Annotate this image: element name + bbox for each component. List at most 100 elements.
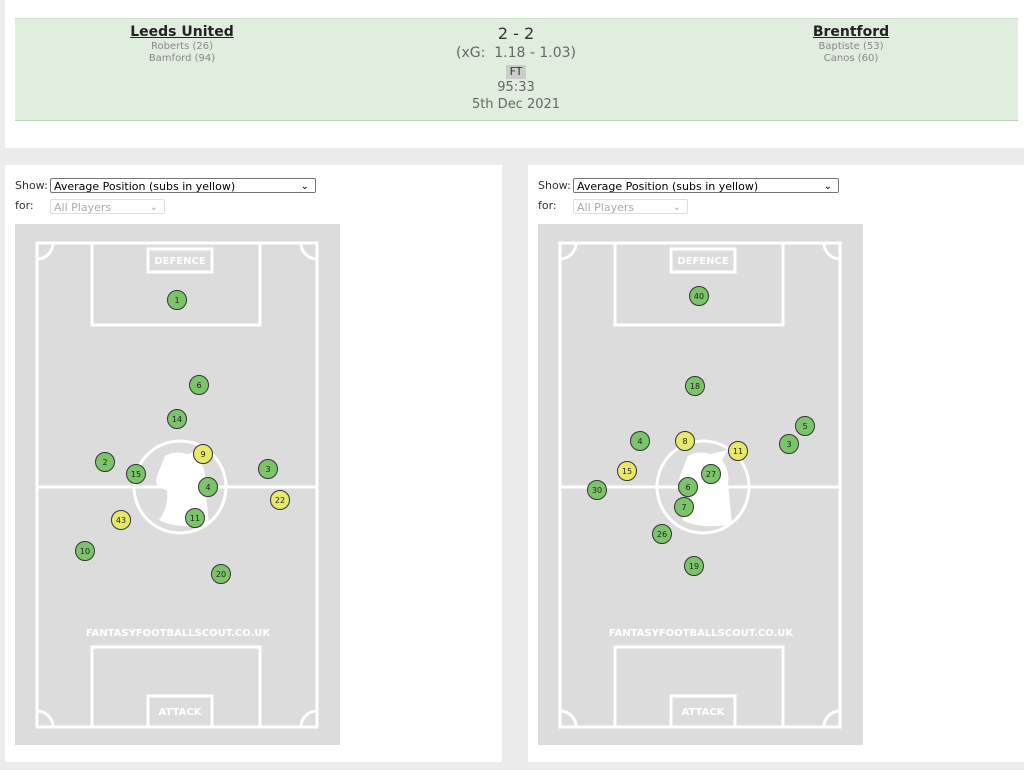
view-select[interactable]: Average Position (subs in yellow) ⌄ bbox=[50, 178, 316, 193]
player-dot bbox=[674, 497, 694, 517]
player-select[interactable]: All Players ⌄ bbox=[50, 199, 165, 214]
player-number: 5 bbox=[802, 422, 807, 431]
date: 5th Dec 2021 bbox=[471, 97, 561, 112]
player-marker[interactable]: 1 bbox=[167, 290, 187, 310]
player-number: 20 bbox=[216, 570, 226, 579]
player-dot bbox=[630, 431, 650, 451]
player-marker[interactable]: 26 bbox=[652, 524, 672, 544]
player-marker[interactable]: 3 bbox=[258, 459, 278, 479]
player-marker[interactable]: 15 bbox=[617, 461, 637, 481]
player-number: 27 bbox=[706, 470, 716, 479]
attack-label: ATTACK bbox=[682, 707, 726, 718]
player-number: 9 bbox=[200, 450, 205, 459]
silhouette bbox=[156, 450, 209, 527]
player-marker[interactable]: 27 bbox=[701, 464, 721, 484]
scorer: Roberts (26) bbox=[150, 41, 214, 52]
player-marker[interactable]: 14 bbox=[167, 409, 187, 429]
player-number: 3 bbox=[265, 465, 270, 474]
player-number: 3 bbox=[786, 440, 791, 449]
player-marker[interactable]: 4 bbox=[630, 431, 650, 451]
player-marker[interactable]: 22 bbox=[270, 490, 290, 510]
player-dot bbox=[167, 409, 187, 429]
corner-arc bbox=[299, 709, 318, 728]
show-label: Show: bbox=[538, 179, 571, 192]
player-marker[interactable]: 6 bbox=[678, 477, 698, 497]
player-marker[interactable]: 11 bbox=[728, 441, 748, 461]
player-number: 30 bbox=[592, 486, 602, 495]
pitch: DEFENCE FANTASYFOOTBALLSCOUT.CO.UK ATTACK 4… bbox=[538, 224, 863, 745]
chevron: ⌄ bbox=[823, 181, 832, 192]
player-dot bbox=[111, 510, 131, 530]
player-marker[interactable]: 15 bbox=[126, 464, 146, 484]
player-dot bbox=[75, 541, 95, 561]
player-marker[interactable]: 43 bbox=[111, 510, 131, 530]
player-dot bbox=[684, 556, 704, 576]
away-team[interactable]: Brentford bbox=[812, 24, 890, 40]
home-team[interactable]: Leeds United bbox=[130, 24, 234, 40]
player-dot bbox=[675, 431, 695, 451]
chevron: ⌄ bbox=[672, 202, 681, 213]
player-number: 7 bbox=[681, 503, 686, 512]
player-dot bbox=[167, 290, 187, 310]
player-marker[interactable]: 6 bbox=[189, 375, 209, 395]
corner-arc bbox=[822, 709, 841, 728]
player-number: 4 bbox=[205, 483, 210, 492]
player-marker[interactable]: 9 bbox=[193, 444, 213, 464]
player-number: 2 bbox=[102, 458, 107, 467]
xg: (xG: 1.18 - 1.03) bbox=[456, 45, 576, 61]
player-marker[interactable]: 19 bbox=[684, 556, 704, 576]
player-dot bbox=[678, 477, 698, 497]
player-number: 1 bbox=[174, 296, 179, 305]
panel: Show: Average Position (subs in yellow) ⌄ f… bbox=[528, 165, 1024, 762]
player-marker[interactable]: 7 bbox=[674, 497, 694, 517]
top-box bbox=[613, 241, 785, 327]
corner-arc bbox=[36, 709, 55, 728]
player-marker[interactable]: 40 bbox=[689, 286, 709, 306]
chevron: ⌄ bbox=[300, 181, 309, 192]
corner-arc bbox=[36, 242, 55, 261]
player-number: 22 bbox=[275, 496, 285, 505]
player-marker[interactable]: 4 bbox=[198, 477, 218, 497]
defence-label: DEFENCE bbox=[154, 256, 206, 267]
player-dot bbox=[270, 490, 290, 510]
show-label: Show: bbox=[15, 179, 48, 192]
watermark: FANTASYFOOTBALLSCOUT.CO.UK bbox=[609, 628, 795, 639]
view-select[interactable]: Average Position (subs in yellow) ⌄ bbox=[573, 178, 839, 193]
corner-arc bbox=[822, 242, 841, 261]
player-dot bbox=[701, 464, 721, 484]
scorer: Bamford (94) bbox=[148, 53, 216, 64]
player-marker[interactable]: 11 bbox=[185, 508, 205, 528]
player-select[interactable]: All Players ⌄ bbox=[573, 199, 688, 214]
player-dot bbox=[198, 477, 218, 497]
player-marker[interactable]: 30 bbox=[587, 480, 607, 500]
player-marker[interactable]: 3 bbox=[779, 434, 799, 454]
corner-arc bbox=[299, 242, 318, 261]
player-number: 14 bbox=[172, 415, 182, 424]
defence-label: DEFENCE bbox=[677, 256, 729, 267]
player-marker[interactable]: 5 bbox=[795, 416, 815, 436]
player-dot bbox=[211, 564, 231, 584]
player-marker[interactable]: 18 bbox=[685, 376, 705, 396]
attack-box bbox=[669, 694, 737, 729]
player-number: 4 bbox=[637, 437, 642, 446]
player-marker[interactable]: 10 bbox=[75, 541, 95, 561]
player-marker[interactable]: 2 bbox=[95, 452, 115, 472]
corner-arc bbox=[559, 709, 578, 728]
attack-box bbox=[146, 694, 214, 729]
watermark: FANTASYFOOTBALLSCOUT.CO.UK bbox=[86, 628, 272, 639]
centre-circle bbox=[132, 439, 228, 535]
attack-label: ATTACK bbox=[159, 707, 203, 718]
player-marker[interactable]: 8 bbox=[675, 431, 695, 451]
player-number: 18 bbox=[690, 382, 700, 391]
player-dot bbox=[652, 524, 672, 544]
player-dot bbox=[587, 480, 607, 500]
player-number: 10 bbox=[80, 547, 90, 556]
player-number: 6 bbox=[685, 483, 690, 492]
for-label: for: bbox=[538, 199, 557, 212]
player-dot bbox=[126, 464, 146, 484]
centre-circle bbox=[655, 439, 751, 535]
status: FT bbox=[506, 65, 526, 79]
player-dot bbox=[95, 452, 115, 472]
player-marker[interactable]: 20 bbox=[211, 564, 231, 584]
